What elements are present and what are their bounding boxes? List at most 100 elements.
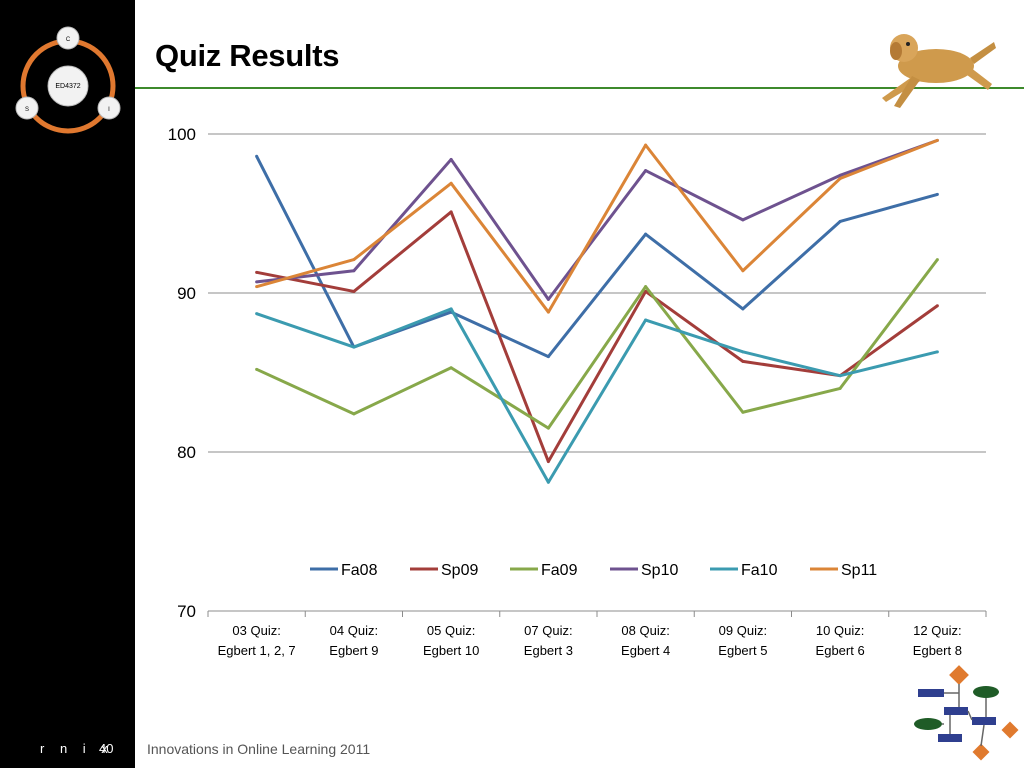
x-tick-label-line: 09 Quiz: (719, 623, 767, 638)
data-point-sp10 (255, 280, 259, 284)
chart-grid (208, 133, 986, 612)
data-point-fa10 (352, 345, 356, 349)
chart-legend: Fa08 Sp09 Fa09 Sp10 Fa10 Sp11 (310, 562, 877, 579)
flow-oval-green-2 (914, 718, 942, 730)
data-point-sp10 (449, 157, 453, 161)
x-tick-label-line: 07 Quiz: (524, 623, 572, 638)
data-point-sp11 (741, 269, 745, 273)
x-tick-label-line: Egbert 4 (621, 643, 670, 658)
data-point-sp09 (352, 289, 356, 293)
series-line-sp11 (256, 138, 938, 314)
data-point-sp11 (644, 143, 648, 147)
data-point-sp10 (741, 218, 745, 222)
x-tick-label-line: 08 Quiz: (621, 623, 669, 638)
data-point-fa08 (838, 219, 842, 223)
dog-tail (970, 42, 996, 64)
x-tick-label-line: Egbert 3 (524, 643, 573, 658)
data-point-fa09 (449, 366, 453, 370)
data-point-fa09 (838, 386, 842, 390)
data-point-fa10 (838, 374, 842, 378)
data-point-sp09 (255, 270, 259, 274)
data-point-sp11 (449, 181, 453, 185)
data-point-fa10 (935, 350, 939, 354)
y-tick-label: 70 (177, 602, 196, 621)
data-point-fa08 (255, 154, 259, 158)
x-tick-label-line: 03 Quiz: (232, 623, 280, 638)
x-tick-label: 07 Quiz: Egbert 3 (524, 623, 573, 658)
flow-box-1 (918, 689, 944, 697)
footer-text: Innovations in Online Learning 2011 (147, 741, 371, 757)
data-point-fa10 (741, 350, 745, 354)
x-tick-label-line: Egbert 10 (423, 643, 479, 658)
data-point-sp09 (741, 359, 745, 363)
data-point-sp11 (838, 177, 842, 181)
flow-connectors (942, 684, 987, 747)
logo-center-label: ED4372 (55, 83, 80, 90)
x-tick-label-line: 05 Quiz: (427, 623, 475, 638)
data-point-fa09 (255, 367, 259, 371)
x-tick-label: 09 Quiz: Egbert 5 (718, 623, 767, 658)
data-point-sp09 (644, 289, 648, 293)
data-point-sp10 (838, 173, 842, 177)
x-tick-label-line: Egbert 6 (816, 643, 865, 658)
y-tick-label: 80 (177, 443, 196, 462)
legend-label-fa09: Fa09 (541, 562, 578, 579)
x-tick-label-line: Egbert 9 (329, 643, 378, 658)
data-point-sp11 (255, 285, 259, 289)
sidebar (0, 0, 135, 768)
series-line-fa10 (256, 307, 938, 484)
dog-eye (906, 42, 910, 46)
flow-box-2 (944, 707, 968, 715)
data-point-fa08 (546, 355, 550, 359)
slide-title: Quiz Results (155, 38, 340, 73)
data-point-sp09 (935, 304, 939, 308)
footer-page-number: 40 (99, 741, 114, 756)
data-point-fa08 (741, 307, 745, 311)
x-tick-label: 05 Quiz: Egbert 10 (423, 623, 479, 658)
footer-author: r n i x (40, 741, 114, 756)
flow-oval-green-1 (973, 686, 999, 698)
logo-top-label: C (66, 37, 71, 43)
dog-back-leg (960, 64, 992, 90)
chart-axes: 70 80 90 100 03 Quiz: Egbert 1, 2, 7 04 Quiz: E… (168, 125, 987, 658)
x-tick-label-line: 12 Quiz: (913, 623, 961, 638)
legend-label-sp11: Sp11 (841, 562, 877, 579)
y-tick-label: 100 (168, 125, 196, 144)
flow-diamond-top (949, 665, 969, 685)
line-chart: 70 80 90 100 03 Quiz: Egbert 1, 2, 7 04 Quiz: E… (168, 125, 987, 658)
logo-left-circle (15, 96, 39, 120)
legend-label-fa08: Fa08 (341, 562, 378, 579)
title-rule (135, 87, 1024, 89)
data-point-fa10 (644, 318, 648, 322)
legend-label-sp09: Sp09 (441, 562, 478, 579)
data-point-sp11 (935, 138, 939, 142)
chart-series (255, 138, 939, 484)
x-tick-label: 12 Quiz: Egbert 8 (913, 623, 962, 658)
x-tick-label-line: Egbert 1, 2, 7 (218, 643, 296, 658)
x-tick-label: 04 Quiz: Egbert 9 (329, 623, 378, 658)
data-point-fa09 (546, 426, 550, 430)
x-tick-label: 10 Quiz: Egbert 6 (816, 623, 865, 658)
legend-label-fa10: Fa10 (741, 562, 778, 579)
data-point-sp10 (546, 297, 550, 301)
course-logo: ED4372 C S I (15, 26, 121, 134)
x-tick-label: 03 Quiz: Egbert 1, 2, 7 (218, 623, 296, 658)
data-point-fa09 (741, 410, 745, 414)
dog-ear (890, 42, 902, 60)
data-point-fa09 (644, 285, 648, 289)
logo-top-circle (56, 26, 80, 50)
legend-label-sp10: Sp10 (641, 562, 678, 579)
data-point-fa10 (255, 312, 259, 316)
data-point-fa08 (644, 232, 648, 236)
x-tick-label-line: Egbert 5 (718, 643, 767, 658)
data-point-sp10 (644, 169, 648, 173)
logo-left-label: S (25, 107, 29, 113)
flow-diamond-right (1001, 721, 1019, 739)
dog-image (882, 34, 996, 108)
x-tick-label-line: Egbert 8 (913, 643, 962, 658)
data-point-fa08 (935, 192, 939, 196)
data-point-sp11 (352, 258, 356, 262)
data-point-sp09 (449, 210, 453, 214)
flowchart-diagram (914, 665, 1019, 761)
x-tick-label-line: 04 Quiz: (330, 623, 378, 638)
